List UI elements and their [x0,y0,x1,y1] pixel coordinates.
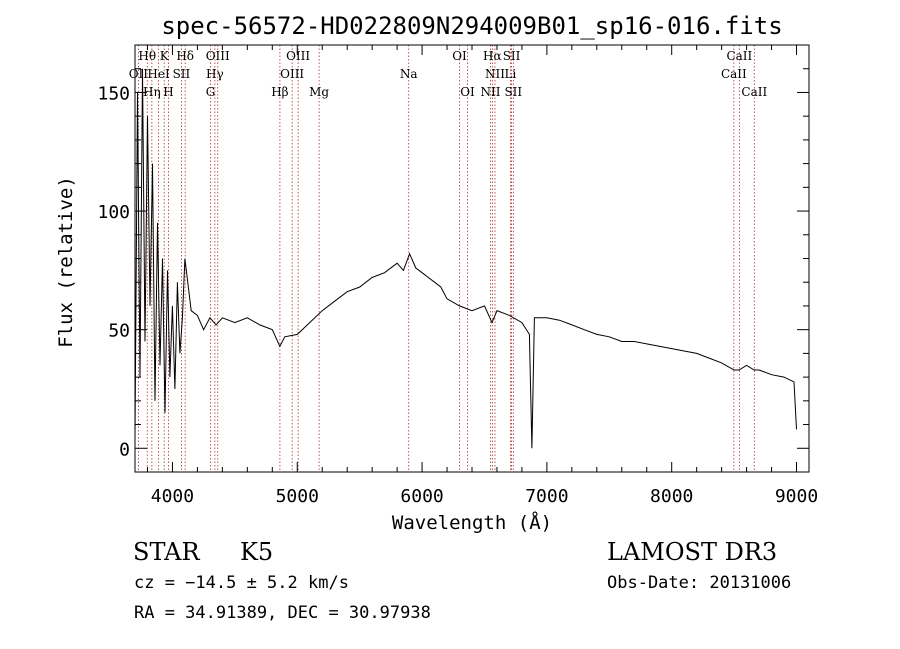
line-marker-label: Mg [309,85,329,99]
x-tick-label: 7000 [525,486,568,507]
y-tick-label: 100 [97,202,130,223]
line-marker-label: G [206,85,216,99]
line-marker-label: OIII [280,67,304,81]
line-marker-label: Hβ [271,85,288,99]
x-tick-label: 5000 [276,486,319,507]
line-marker-label: SII [173,67,191,81]
line-marker-label: SII [503,49,521,63]
line-marker-label: Hα [483,49,502,63]
line-marker-label: OII [129,67,149,81]
chart-title: spec-56572-HD022809N294009B01_sp16-016.f… [161,12,782,40]
line-marker-label: HeI [147,67,170,81]
line-marker-label: OIII [206,49,230,63]
line-marker-label: Hη [143,85,161,99]
redshift-velocity: cz = −14.5 ± 5.2 km/s [134,573,349,593]
line-marker-label: OIII [286,49,310,63]
survey-name: LAMOST DR3 [607,538,778,566]
x-axis-label: Wavelength (Å) [392,511,552,534]
line-markers [137,45,755,472]
line-marker-label: Li [505,67,517,81]
line-marker-label: SII [504,85,522,99]
spectral-subclass: K5 [240,538,274,566]
line-marker-label: Hθ [138,49,156,63]
spectrum-line [134,68,797,449]
x-tick-label: 4000 [151,486,194,507]
line-marker-label: OI [452,49,467,63]
x-axis-ticks: 4000 5000 6000 7000 8000 9000 [146,45,818,507]
y-tick-label: 0 [119,439,130,460]
y-axis-ticks: 0 50 100 150 [97,68,809,460]
line-marker-label: H [163,85,173,99]
y-axis-label: Flux (relative) [55,176,77,348]
line-marker-label: K [160,49,170,63]
line-marker-label: CaII [721,67,747,81]
line-marker-label: NII [480,85,500,99]
coordinates: RA = 34.91389, DEC = 30.97938 [134,603,431,623]
plot-frame [134,44,810,473]
line-marker-label: Hδ [176,49,194,63]
line-marker-label: OI [460,85,475,99]
line-marker-label: Na [400,67,418,81]
line-marker-label: CaII [726,49,752,63]
observation-date: Obs-Date: 20131006 [607,573,792,593]
x-tick-label: 6000 [400,486,443,507]
y-tick-label: 50 [108,321,130,342]
x-tick-label: 8000 [650,486,693,507]
y-tick-label: 150 [97,83,130,104]
line-marker-label: CaII [741,85,767,99]
object-class: STAR [133,538,200,566]
line-marker-label: Hγ [206,67,224,81]
x-tick-label: 9000 [775,486,818,507]
line-marker-label: NII [485,67,505,81]
